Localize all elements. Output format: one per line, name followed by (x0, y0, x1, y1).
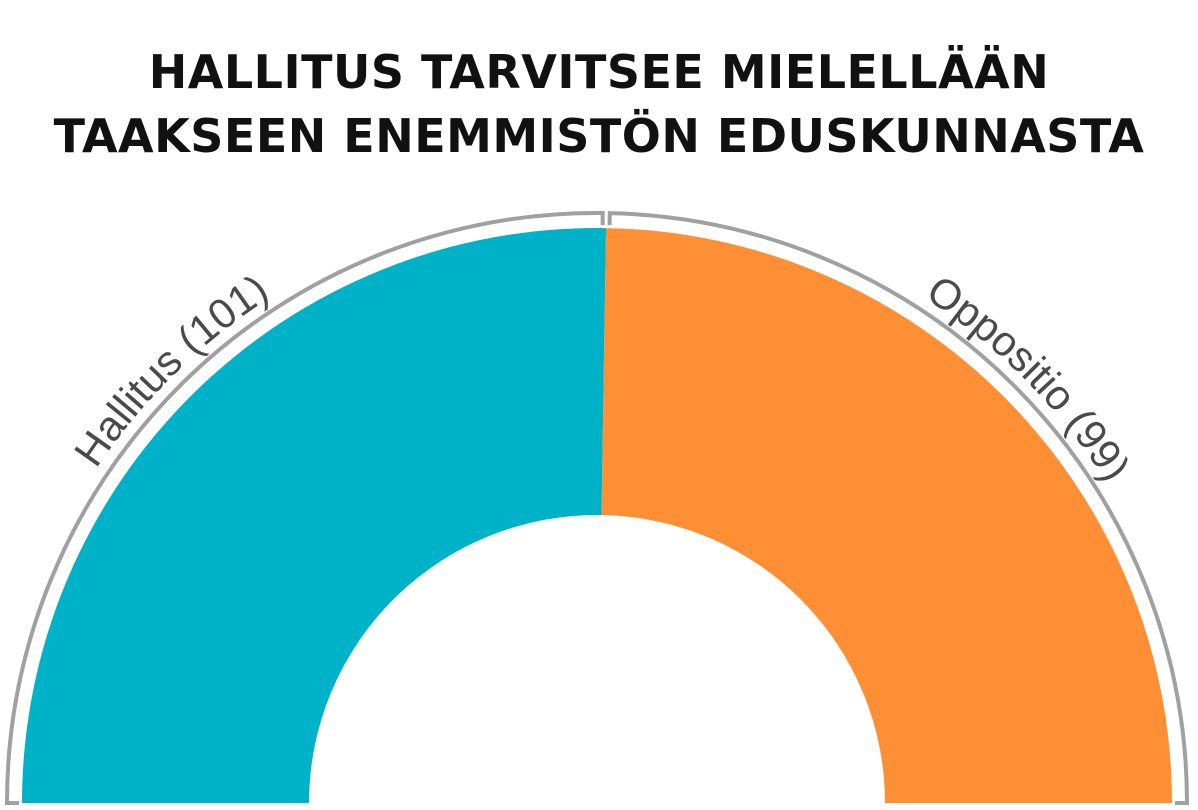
slice-hallitus (22, 228, 607, 804)
chart-title-line-1: HALLITUS TARVITSEE MIELELLÄÄN (148, 45, 1050, 99)
bracket-hallitus (4, 211, 605, 805)
bracket-oppositio (607, 211, 1190, 805)
chart-title-line-2: TAAKSEEN ENEMMISTÖN EDUSKUNNASTA (53, 109, 1145, 163)
slice-oppositio (601, 228, 1172, 804)
chart-title: HALLITUS TARVITSEE MIELELLÄÄN TAAKSEEN E… (0, 40, 1198, 168)
chart-brackets (4, 211, 1190, 805)
chart-slices (22, 228, 1172, 804)
